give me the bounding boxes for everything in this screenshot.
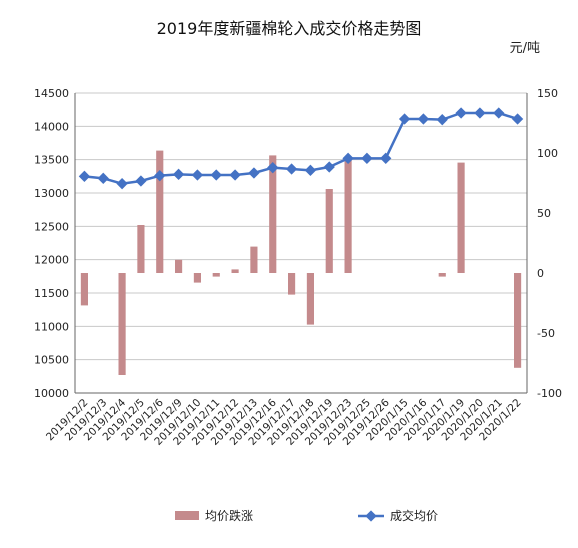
point (267, 162, 279, 174)
legend-bar-label: 均价跌涨 (205, 508, 253, 523)
left-tick-label: 14500 (34, 87, 69, 100)
bar (306, 273, 314, 325)
bar (438, 273, 446, 277)
point (154, 170, 166, 182)
line-series (78, 107, 524, 190)
bar (193, 273, 201, 283)
bar (175, 259, 183, 273)
bar (288, 273, 296, 295)
right-tick-label: -50 (537, 327, 555, 340)
point (135, 175, 147, 187)
bar-series (80, 150, 522, 375)
right-tick-label: 100 (537, 147, 558, 160)
left-tick-label: 10000 (34, 387, 69, 400)
grid-lines (75, 92, 527, 394)
bar (269, 155, 277, 273)
left-tick-label: 13500 (34, 154, 69, 167)
point (248, 167, 260, 179)
left-tick-label: 11000 (34, 320, 69, 333)
legend: 均价跌涨 成交均价 (175, 508, 438, 523)
left-tick-label: 14000 (34, 120, 69, 133)
bar (514, 273, 522, 368)
point (191, 169, 204, 181)
point (342, 152, 354, 164)
point (229, 169, 241, 181)
point (210, 169, 222, 181)
bar (118, 273, 126, 375)
bar (250, 246, 258, 273)
bar (457, 162, 465, 273)
left-tick-label: 12000 (34, 254, 69, 267)
left-tick-label: 12500 (34, 220, 69, 233)
right-tick-label: -100 (537, 387, 562, 400)
bar (231, 269, 239, 273)
bar (156, 150, 164, 273)
left-tick-label: 10500 (34, 354, 69, 367)
point (304, 164, 317, 176)
left-tick-label: 13000 (34, 187, 69, 200)
point (285, 163, 298, 175)
chart-title: 2019年度新疆棉轮入成交价格走势图 (157, 19, 422, 38)
unit-label: 元/吨 (510, 41, 540, 56)
legend-bar-swatch (175, 511, 199, 520)
point (361, 152, 373, 164)
axes: 10000 10500 11000 11500 12000 12500 13000 13500… (34, 87, 562, 448)
point (380, 152, 392, 164)
right-tick-label: 50 (537, 207, 551, 220)
left-tick-label: 11500 (34, 287, 69, 300)
right-tick-label: 0 (537, 267, 544, 280)
bar (137, 225, 145, 273)
legend-line-marker (365, 510, 377, 522)
bar (344, 157, 352, 273)
point (172, 168, 185, 180)
point (323, 161, 335, 173)
bar (212, 273, 220, 277)
right-tick-label: 150 (537, 87, 558, 100)
bar (325, 189, 333, 273)
bar (80, 273, 88, 306)
legend-line-label: 成交均价 (390, 508, 438, 523)
